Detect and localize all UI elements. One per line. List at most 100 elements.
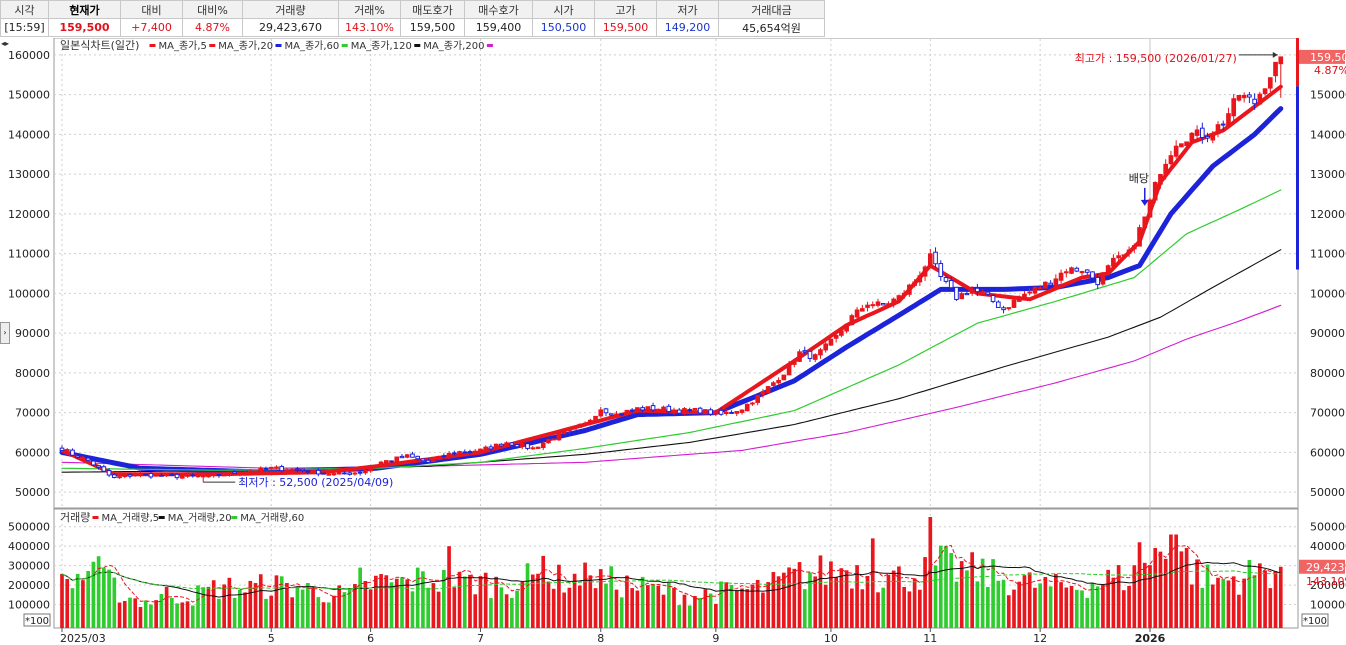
candle-body xyxy=(1084,269,1090,273)
volume-bar xyxy=(206,586,211,628)
x-axis-label: 8 xyxy=(597,632,604,645)
volume-bar xyxy=(557,564,561,628)
high-arrow-head xyxy=(1272,51,1278,58)
volume-bar xyxy=(687,605,692,628)
header-volume-pct: 거래% xyxy=(338,0,401,19)
candle-body xyxy=(310,469,316,472)
volume-bar xyxy=(253,583,258,628)
candle-body xyxy=(509,442,515,446)
volume-bar xyxy=(839,568,844,628)
volume-bar xyxy=(122,601,127,628)
candle-body xyxy=(582,422,588,425)
candle-body xyxy=(174,473,180,479)
volume-bar xyxy=(91,561,96,628)
candle-body xyxy=(1220,123,1226,126)
volume-bar xyxy=(672,587,676,628)
candle-body xyxy=(551,438,557,441)
candle-body xyxy=(723,411,729,415)
candle-body xyxy=(258,467,264,473)
candle-body xyxy=(357,471,363,474)
candle-body xyxy=(1199,127,1205,138)
volume-bar xyxy=(379,574,383,628)
candle-body xyxy=(179,475,185,479)
candle-body xyxy=(1215,124,1221,134)
candle-body xyxy=(1131,245,1137,250)
volume-bar xyxy=(714,603,718,628)
volume-bar xyxy=(912,578,917,628)
candle-body xyxy=(645,406,651,411)
price-tick-right: 150000 xyxy=(1310,89,1346,102)
candle-body xyxy=(96,465,101,468)
volume-bar xyxy=(635,590,640,628)
volume-bar xyxy=(1022,575,1027,628)
volume-bar xyxy=(562,592,566,628)
volume-bar xyxy=(750,584,755,628)
candle-body xyxy=(995,301,1001,308)
volume-bar xyxy=(1237,594,1241,628)
expand-panel-icon[interactable]: › xyxy=(0,322,10,344)
volume-tick-right: 400000 xyxy=(1310,540,1346,553)
volume-bar xyxy=(462,576,467,628)
candle-body xyxy=(650,405,656,411)
volume-bar xyxy=(128,597,132,628)
x-axis-label: 5 xyxy=(268,632,275,645)
stock-chart[interactable]: 1600001600001500001500001400001400001300… xyxy=(0,38,1346,645)
nav-arrows-icon[interactable]: ◂▸ xyxy=(1,39,10,48)
volume-bar xyxy=(902,586,906,628)
candle-body xyxy=(765,386,771,394)
candle-body xyxy=(1069,267,1074,274)
volume-bar xyxy=(337,585,342,628)
candle-body xyxy=(572,426,577,430)
volume-bar xyxy=(75,573,80,628)
dividend-label: 배당 xyxy=(1129,172,1149,185)
volume-bar xyxy=(1101,584,1105,628)
candle-body xyxy=(1137,227,1142,247)
volume-bar xyxy=(666,582,671,628)
price-tick-left: 60000 xyxy=(15,446,50,459)
volume-bar xyxy=(818,555,823,628)
value-high: 159,500 xyxy=(594,18,657,37)
candle-body xyxy=(295,468,300,471)
candle-body xyxy=(237,473,243,476)
volume-bar xyxy=(238,589,242,628)
dividend-arrow-head xyxy=(1140,199,1149,206)
high-annotation: 최고가 : 159,500 (2026/01/27) xyxy=(1075,52,1237,65)
volume-bar xyxy=(567,587,572,628)
volume-bar xyxy=(478,576,483,628)
volume-bar xyxy=(1148,565,1152,628)
volume-bar xyxy=(797,562,802,628)
volume-ma-lines xyxy=(61,544,1281,603)
price-tick-right: 130000 xyxy=(1310,168,1346,181)
volume-bar xyxy=(384,575,389,628)
volume-tick-right: 500000 xyxy=(1310,521,1346,534)
candle-body xyxy=(211,473,217,476)
volume-bar xyxy=(975,581,980,628)
candle-body xyxy=(64,449,70,452)
volume-bar xyxy=(640,576,645,628)
price-legend-swatch xyxy=(275,44,282,47)
volume-bar xyxy=(326,602,331,628)
candle-body xyxy=(833,334,839,339)
volume-bar xyxy=(933,565,938,628)
volume-bar xyxy=(938,545,943,628)
candle-body xyxy=(933,251,938,265)
volume-bar xyxy=(264,598,268,628)
volume-bar xyxy=(211,580,216,628)
volume-bar xyxy=(217,598,221,628)
candle-body xyxy=(1252,98,1257,105)
volume-bar xyxy=(1252,575,1257,628)
volume-bar xyxy=(844,570,849,628)
header-open: 시가 xyxy=(532,0,595,19)
header-low: 저가 xyxy=(656,0,719,19)
candle-body xyxy=(896,295,902,301)
price-tick-right: 50000 xyxy=(1310,486,1345,499)
value-open: 150,500 xyxy=(532,18,595,37)
candle-body xyxy=(263,467,269,470)
volume-bar xyxy=(646,585,650,628)
candle-body xyxy=(216,474,222,477)
candle-body xyxy=(383,460,389,464)
candle-body xyxy=(159,474,164,477)
price-legend-item: MA_종가,120 xyxy=(351,40,412,52)
candle-body xyxy=(1074,267,1080,272)
candle-body xyxy=(755,394,761,403)
